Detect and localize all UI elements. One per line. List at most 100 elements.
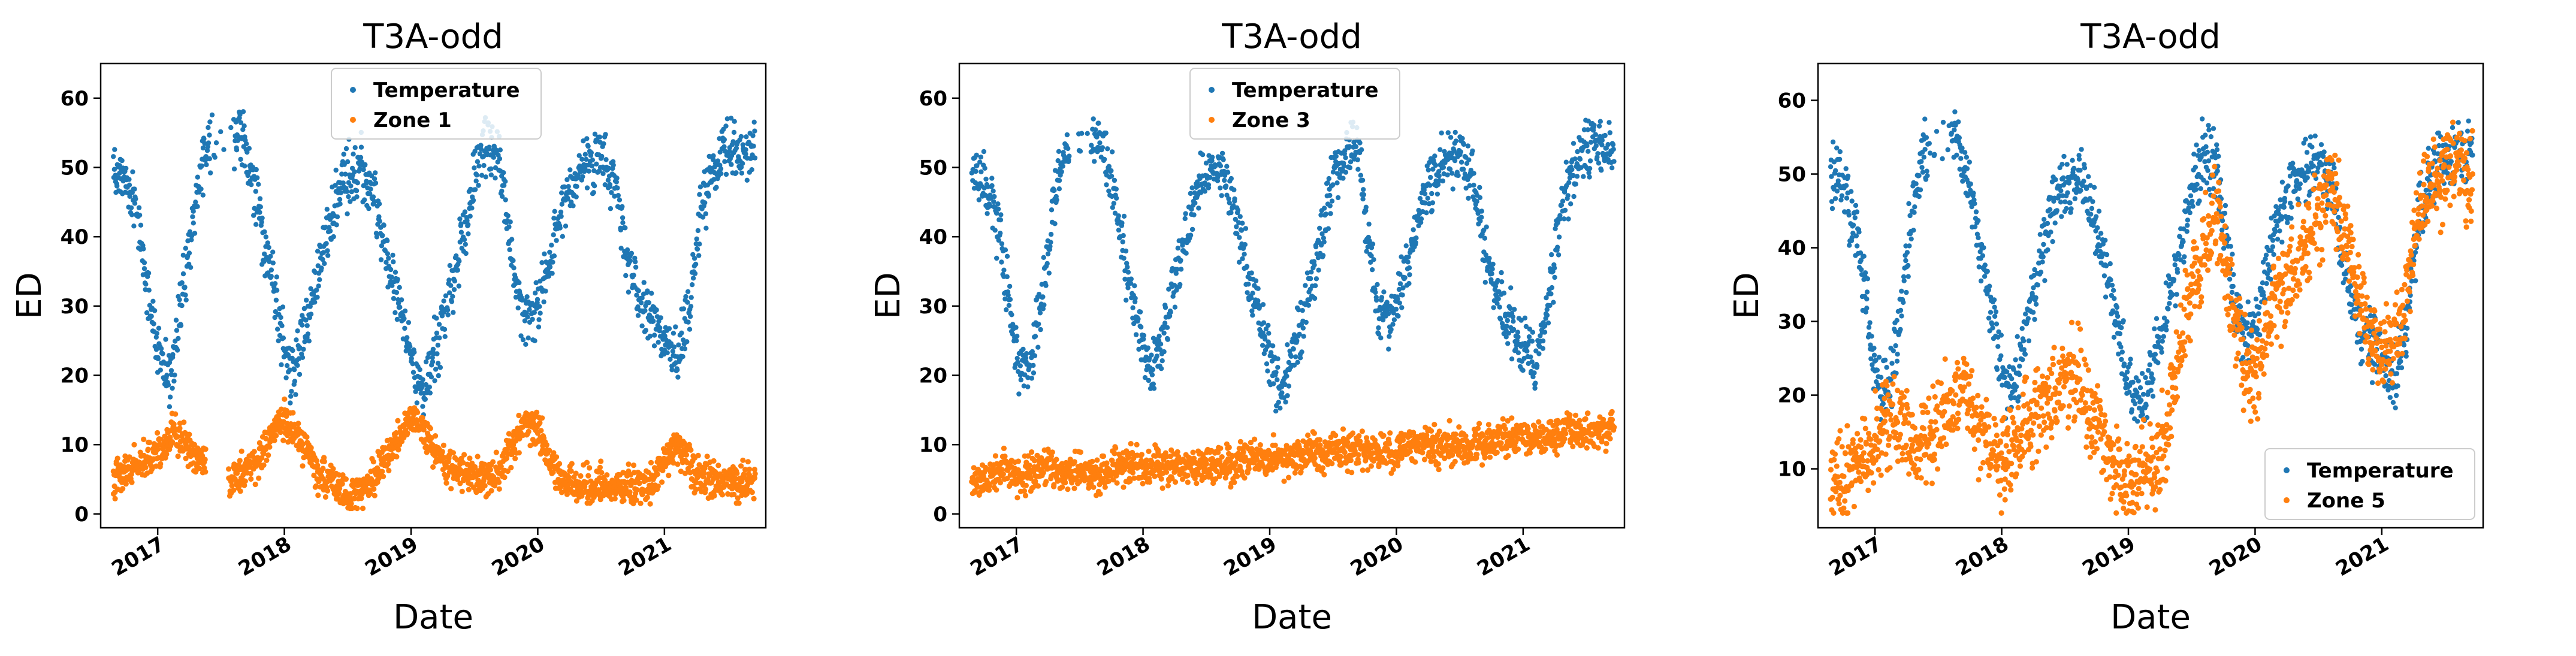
data-point	[1246, 465, 1252, 472]
data-point	[297, 371, 303, 377]
data-point	[272, 315, 277, 321]
data-point	[532, 338, 537, 343]
data-point	[1291, 346, 1296, 352]
data-point	[1154, 353, 1159, 359]
data-point	[493, 449, 499, 455]
data-point	[371, 486, 377, 492]
data-point	[339, 171, 345, 177]
data-point	[652, 332, 657, 338]
data-point	[597, 134, 603, 140]
data-point	[734, 470, 740, 476]
data-point	[1364, 249, 1369, 254]
data-point	[543, 288, 548, 294]
data-point	[731, 480, 737, 486]
data-point	[1102, 484, 1108, 490]
data-point	[1071, 485, 1077, 491]
data-point	[749, 167, 754, 173]
data-point	[631, 273, 636, 278]
data-point	[752, 155, 758, 161]
data-point	[1138, 458, 1144, 464]
data-point	[391, 296, 397, 301]
data-point	[207, 156, 212, 162]
data-point	[527, 307, 532, 312]
data-point	[136, 205, 142, 210]
data-point	[1393, 306, 1399, 312]
data-point	[126, 177, 132, 182]
data-point	[1235, 207, 1241, 213]
data-point	[195, 204, 200, 209]
data-point	[1584, 143, 1590, 149]
data-point	[271, 437, 277, 443]
legend-label: Temperature	[373, 78, 520, 102]
data-point	[257, 196, 263, 201]
data-point	[354, 194, 360, 199]
data-point	[1319, 231, 1325, 237]
data-point	[1021, 488, 1028, 494]
data-point	[1487, 255, 1492, 261]
data-point	[1048, 240, 1053, 245]
data-point	[204, 148, 210, 153]
data-point	[515, 305, 521, 311]
data-point	[1571, 141, 1577, 146]
data-point	[533, 291, 538, 296]
data-point	[1158, 341, 1164, 347]
data-point	[1453, 138, 1459, 144]
data-point	[1085, 131, 1090, 136]
data-point	[206, 140, 212, 146]
data-point	[1532, 385, 1538, 391]
data-point	[372, 492, 378, 498]
data-point	[341, 152, 346, 157]
data-point	[636, 480, 642, 486]
data-point	[1133, 295, 1138, 301]
data-point	[601, 141, 606, 147]
data-point	[191, 220, 196, 226]
data-point	[1511, 327, 1517, 332]
data-point	[684, 339, 690, 344]
data-point	[541, 299, 546, 305]
data-point	[1240, 220, 1245, 226]
data-point	[1119, 220, 1125, 226]
data-point	[1188, 191, 1193, 197]
data-point	[1007, 283, 1013, 289]
data-point	[1369, 267, 1375, 273]
data-point	[711, 492, 717, 499]
data-point	[682, 346, 688, 352]
data-point	[114, 455, 120, 461]
data-point	[1109, 168, 1114, 174]
data-point	[380, 232, 385, 238]
data-point	[395, 418, 401, 424]
data-point	[1239, 228, 1245, 233]
data-point	[1260, 302, 1266, 307]
data-point	[373, 180, 379, 186]
data-point	[1297, 331, 1302, 337]
data-point	[1566, 180, 1572, 185]
data-point	[1427, 159, 1432, 165]
data-point	[1288, 353, 1294, 359]
data-point	[343, 490, 349, 497]
data-point	[249, 182, 254, 188]
data-point	[398, 297, 404, 303]
data-point	[1496, 296, 1501, 301]
data-point	[168, 368, 174, 373]
data-point	[458, 221, 464, 226]
data-point	[436, 322, 442, 327]
data-point	[976, 197, 982, 202]
data-point	[1031, 458, 1037, 464]
data-point	[503, 197, 508, 202]
data-point	[1121, 213, 1127, 219]
data-point	[517, 280, 522, 286]
data-point	[439, 313, 445, 319]
data-point	[1066, 464, 1072, 470]
data-point	[427, 425, 433, 431]
data-point	[1047, 244, 1053, 249]
data-point	[574, 184, 579, 189]
chart-title: T3A-odd	[363, 17, 503, 56]
data-point	[618, 246, 624, 251]
x-tick-label: 2018	[234, 532, 295, 581]
data-point	[1285, 393, 1290, 398]
data-point	[451, 287, 457, 292]
data-point	[112, 495, 118, 502]
data-point	[591, 183, 597, 189]
data-point	[992, 228, 998, 233]
data-point	[167, 394, 173, 400]
